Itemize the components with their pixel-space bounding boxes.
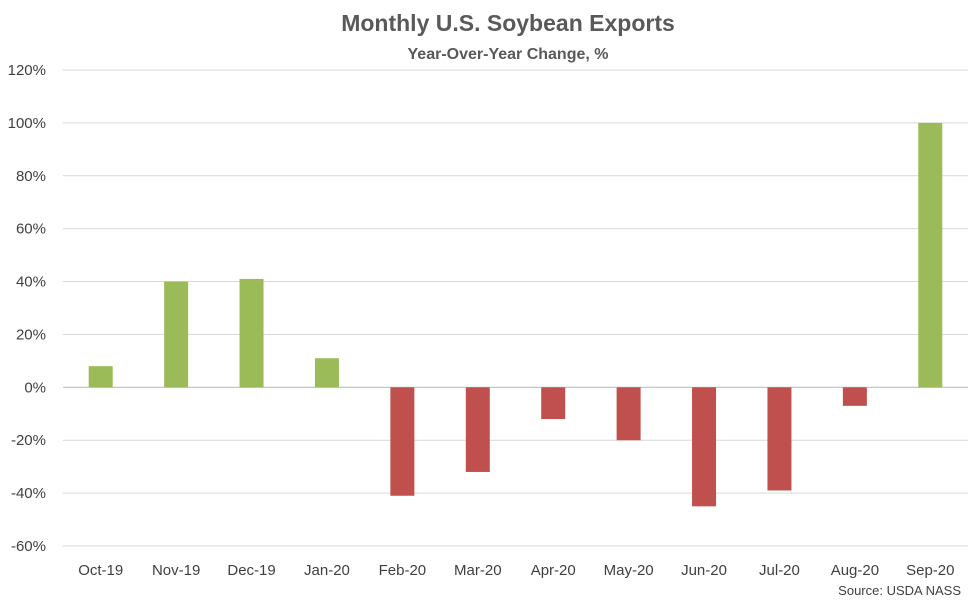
x-tick-label: Jan-20: [304, 562, 350, 579]
y-tick-label: -60%: [11, 538, 46, 555]
x-tick-label: Aug-20: [831, 562, 879, 579]
y-tick-label: 60%: [16, 221, 46, 238]
y-tick-label: 0%: [24, 379, 46, 396]
x-tick-label: Feb-20: [379, 562, 427, 579]
y-tick-label: 80%: [16, 168, 46, 185]
y-tick-label: 120%: [8, 62, 46, 79]
x-axis-tick-labels: Oct-19 Nov-19 Dec-19 Jan-20 Feb-20 Mar-20 Apr-…: [78, 562, 954, 579]
bar-jan-20: [314, 358, 339, 388]
bars: [88, 122, 943, 507]
bar-jun-20: [692, 387, 717, 507]
bar-jul-20: [767, 387, 792, 491]
bar-oct-19: [88, 366, 113, 388]
bar-aug-20: [842, 387, 867, 406]
bar-sep-20: [918, 122, 943, 388]
y-axis-tick-labels: 120% 100% 80% 60% 40% 20% 0% -20% -40% -60%: [8, 62, 46, 555]
bar-mar-20: [465, 387, 490, 472]
y-tick-label: -20%: [11, 432, 46, 449]
gridlines: [63, 69, 968, 547]
chart-subtitle: Year-Over-Year Change, %: [408, 46, 609, 63]
source-note: Source: USDA NASS: [838, 583, 961, 598]
y-tick-label: 20%: [16, 326, 46, 343]
y-tick-label: 100%: [8, 115, 46, 132]
x-tick-label: Apr-20: [531, 562, 576, 579]
x-tick-label: Jul-20: [759, 562, 800, 579]
bar-dec-19: [239, 278, 264, 388]
x-tick-label: May-20: [604, 562, 654, 579]
x-tick-label: Oct-19: [78, 562, 123, 579]
x-tick-label: Sep-20: [906, 562, 954, 579]
x-tick-label: Nov-19: [152, 562, 200, 579]
chart-title: Monthly U.S. Soybean Exports: [341, 10, 675, 36]
x-tick-label: Jun-20: [681, 562, 727, 579]
bar-may-20: [616, 387, 641, 441]
bar-nov-19: [164, 281, 189, 388]
y-tick-label: -40%: [11, 485, 46, 502]
bar-feb-20: [390, 387, 415, 496]
y-tick-label: 40%: [16, 274, 46, 291]
x-tick-label: Dec-19: [227, 562, 275, 579]
x-tick-label: Mar-20: [454, 562, 502, 579]
bar-apr-20: [541, 387, 566, 420]
